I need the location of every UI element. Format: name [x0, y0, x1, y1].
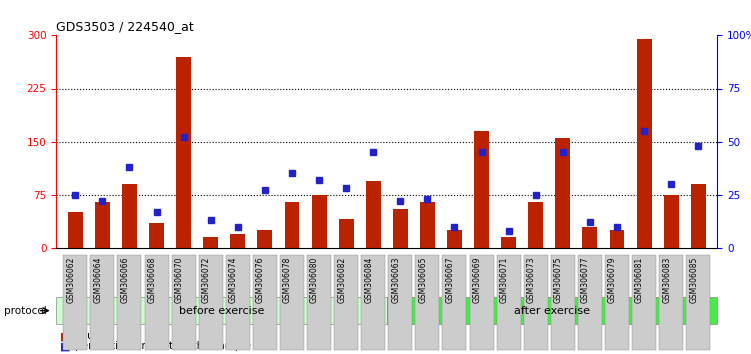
Text: percentile rank within the sample: percentile rank within the sample	[75, 341, 251, 351]
Text: GSM306079: GSM306079	[608, 257, 617, 303]
Text: GSM306083: GSM306083	[662, 257, 671, 303]
Text: GSM306084: GSM306084	[364, 257, 373, 303]
Bar	[231, 234, 246, 248]
Text: GSM306062: GSM306062	[66, 257, 75, 303]
Text: GSM306085: GSM306085	[689, 257, 698, 303]
Text: before exercise: before exercise	[179, 306, 264, 316]
Text: GSM306076: GSM306076	[256, 257, 265, 303]
Bar	[501, 237, 516, 248]
Text: GSM306078: GSM306078	[283, 257, 292, 303]
Bar	[447, 230, 462, 248]
Text: GDS3503 / 224540_at: GDS3503 / 224540_at	[56, 20, 194, 33]
Bar	[528, 202, 543, 248]
Bar	[393, 209, 408, 248]
Text: GSM306074: GSM306074	[229, 257, 238, 303]
Text: GSM306080: GSM306080	[310, 257, 319, 303]
Bar	[339, 219, 354, 248]
Text: GSM306067: GSM306067	[445, 257, 454, 303]
Bar	[420, 202, 435, 248]
Text: ■: ■	[60, 331, 71, 341]
Bar	[258, 230, 273, 248]
Bar	[366, 181, 381, 248]
Bar	[312, 195, 327, 248]
Text: GSM306064: GSM306064	[93, 257, 102, 303]
Text: GSM306073: GSM306073	[526, 257, 535, 303]
Bar	[610, 230, 624, 248]
Text: GSM306072: GSM306072	[202, 257, 211, 303]
Bar	[285, 202, 300, 248]
Bar	[68, 212, 83, 248]
Bar	[95, 202, 110, 248]
Text: GSM306082: GSM306082	[337, 257, 346, 303]
Text: GSM306068: GSM306068	[147, 257, 156, 303]
Text: count: count	[75, 331, 104, 341]
Bar	[637, 39, 652, 248]
Text: GSM306081: GSM306081	[635, 257, 644, 303]
Bar	[149, 223, 164, 248]
Bar	[204, 237, 218, 248]
Bar	[176, 57, 191, 248]
Text: after exercise: after exercise	[514, 306, 590, 316]
Text: GSM306065: GSM306065	[418, 257, 427, 303]
Bar	[691, 184, 706, 248]
Text: GSM306069: GSM306069	[472, 257, 481, 303]
Text: GSM306063: GSM306063	[391, 257, 400, 303]
Bar	[122, 184, 137, 248]
Text: GSM306077: GSM306077	[581, 257, 590, 303]
Text: GSM306075: GSM306075	[553, 257, 562, 303]
Bar	[474, 131, 489, 248]
Bar	[556, 138, 570, 248]
Text: GSM306070: GSM306070	[175, 257, 184, 303]
Text: GSM306071: GSM306071	[499, 257, 508, 303]
Text: ■: ■	[60, 341, 71, 351]
Text: protocol: protocol	[4, 306, 47, 316]
Bar	[583, 227, 597, 248]
Bar	[664, 195, 679, 248]
Text: GSM306066: GSM306066	[120, 257, 129, 303]
